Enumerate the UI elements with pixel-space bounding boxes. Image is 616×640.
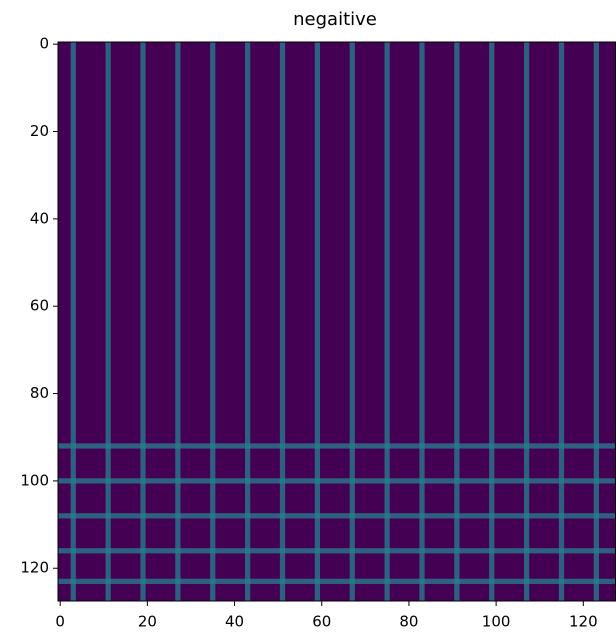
vertical-streak [314,42,320,601]
vertical-streak [489,42,495,601]
y-tick-label: 80 [30,384,49,402]
y-tick-label: 20 [30,122,49,140]
vertical-streak [175,42,181,601]
x-tick-label: 20 [138,613,157,631]
vertical-streak [419,42,425,601]
horizontal-streak [58,548,616,554]
horizontal-streak [58,443,616,449]
vertical-streak [558,42,565,601]
x-tick-label: 80 [399,613,418,631]
horizontal-streak [58,578,616,584]
x-tick-label: 60 [312,613,331,631]
y-tick-label: 60 [30,297,49,315]
horizontal-streak [58,478,616,484]
x-tick-label: 120 [569,613,598,631]
y-tick-label: 100 [20,471,49,489]
vertical-streak [70,42,76,601]
vertical-streak [349,42,355,601]
y-tick-label: 0 [39,35,49,53]
vertical-streak [454,42,460,601]
vertical-streak [210,42,216,601]
vertical-streak [105,42,111,601]
vertical-streak [593,42,599,601]
horizontal-streak [58,513,616,519]
x-tick-label: 40 [225,613,244,631]
y-tick-label: 40 [30,209,49,227]
heatmap-background [58,42,616,601]
vertical-streak [524,42,530,601]
y-tick-label: 120 [20,559,49,577]
x-tick-label: 100 [482,613,511,631]
vertical-streak [279,42,286,601]
plot-area [57,41,616,602]
chart-title: negaitive [293,9,377,30]
vertical-streak [384,42,390,601]
vertical-streak [245,42,251,601]
vertical-streak [140,42,146,601]
x-tick-label: 0 [55,613,65,631]
